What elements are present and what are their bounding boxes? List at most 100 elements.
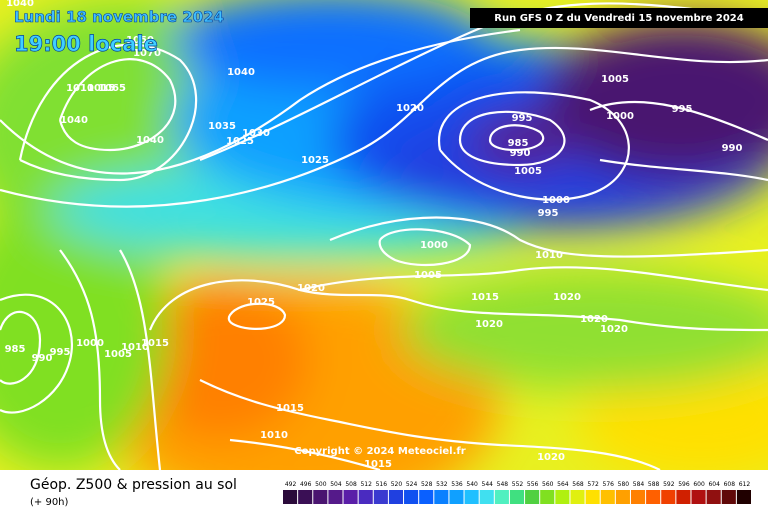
legend-label: 576 [603, 481, 615, 488]
legend-swatch [555, 490, 570, 504]
isobar-label: 1020 [396, 103, 424, 114]
legend-label: 504 [330, 481, 342, 488]
legend-label: 520 [391, 481, 403, 488]
legend-swatch [661, 490, 676, 504]
isobar-label: 1000 [76, 338, 104, 349]
legend-swatch [630, 490, 646, 504]
legend-label: 528 [421, 481, 433, 488]
legend-swatch [283, 490, 298, 504]
legend-swatch [706, 490, 721, 504]
legend-label: 508 [345, 481, 357, 488]
run-box [470, 8, 768, 28]
isobar-label: 1020 [475, 319, 503, 330]
legend-swatch [404, 490, 419, 504]
legend-label: 492 [285, 481, 297, 488]
legend-swatch [434, 490, 449, 504]
legend-swatch [585, 490, 600, 504]
isobar-label: 1040 [227, 67, 255, 78]
legend-label: 580 [618, 481, 630, 488]
isobar-label: 1005 [414, 270, 442, 281]
isobar-label: 1020 [537, 452, 565, 463]
footer-lead: (+ 90h) [30, 497, 69, 508]
legend-swatch [615, 490, 630, 504]
legend-swatch [449, 490, 464, 504]
legend-label: 500 [315, 481, 327, 488]
copyright: Copyright © 2024 Meteociel.fr [294, 446, 465, 457]
legend-label: 600 [693, 481, 705, 488]
legend-label: 612 [739, 481, 751, 488]
legend-label: 560 [542, 481, 554, 488]
legend-swatch [691, 490, 706, 504]
legend-swatch [373, 490, 388, 504]
isobar-label: 1040 [136, 135, 164, 146]
legend-swatch [525, 490, 540, 504]
legend-swatch [509, 490, 525, 504]
legend-label: 516 [376, 481, 388, 488]
isobar-label: 1025 [301, 155, 329, 166]
legend-label: 608 [724, 481, 736, 488]
isobar-label: 990 [510, 148, 531, 159]
legend-swatch [494, 490, 509, 504]
isobar-label: 1000 [606, 111, 634, 122]
isobar-label: 1025 [226, 136, 254, 147]
legend-label: 588 [648, 481, 660, 488]
isobar-label: 1050 [126, 35, 154, 46]
isobar-label: 990 [32, 353, 53, 364]
isobar-label: 995 [512, 113, 533, 124]
forecast-date: Lundi 18 novembre 2024 [14, 8, 224, 26]
legend-label: 556 [527, 481, 539, 488]
isobar-label: 1015 [141, 338, 169, 349]
isobar-label: 1015 [364, 459, 392, 470]
legend-label: 584 [633, 481, 645, 488]
isobar-label: 1005 [601, 74, 629, 85]
isobar-label: 1000 [420, 240, 448, 251]
isobar-label: 1020 [297, 283, 325, 294]
legend-label: 512 [360, 481, 372, 488]
isobar-label: 1025 [247, 297, 275, 308]
legend-label: 592 [663, 481, 675, 488]
legend-label: 572 [587, 481, 599, 488]
isobar-label: 1070 [133, 48, 161, 59]
legend-swatch [313, 490, 328, 504]
isobar-label: 1010 [535, 250, 563, 261]
isobar-label: 995 [538, 208, 559, 219]
legend: 492 496 500 504 508 512 516 520 524 528 532 536 540 5… [283, 481, 751, 504]
legend-swatch [600, 490, 615, 504]
isobar-label: 1005 [104, 349, 132, 360]
legend-label: 596 [678, 481, 690, 488]
run-info: Run GFS 0 Z du Vendredi 15 novembre 2024 [494, 13, 743, 24]
isobar-label: 1030 [242, 128, 270, 139]
footer-title: Géop. Z500 & pression au sol [30, 477, 237, 493]
isobar-label: 990 [722, 143, 743, 154]
legend-swatch [328, 490, 343, 504]
isobar-label: 1040 [60, 115, 88, 126]
isobar-label: 1020 [580, 314, 608, 325]
isobar-label: 1010 [260, 430, 288, 441]
legend-label: 604 [708, 481, 720, 488]
legend-swatch [721, 490, 736, 504]
legend-swatch [298, 490, 313, 504]
isobar-label: 1020 [600, 324, 628, 335]
legend-label: 524 [406, 481, 418, 488]
isobar-label: 1005 [514, 166, 542, 177]
legend-swatch [358, 490, 373, 504]
isobar-label: 1010 [66, 83, 94, 94]
isobar-label: 1015 [87, 83, 115, 94]
legend-label: 544 [482, 481, 494, 488]
isobar-label: 1035 [208, 121, 236, 132]
legend-swatch [464, 490, 479, 504]
legend-swatch [540, 490, 555, 504]
legend-swatch [388, 490, 404, 504]
legend-swatch [676, 490, 691, 504]
legend-swatch [570, 490, 585, 504]
forecast-time: 19:00 locale [14, 32, 158, 56]
legend-label: 564 [557, 481, 569, 488]
legend-swatch [736, 490, 751, 504]
legend-label: 536 [451, 481, 463, 488]
isobar-label: 1015 [276, 403, 304, 414]
legend-label: 532 [436, 481, 448, 488]
isobar-label: 995 [50, 347, 71, 358]
isobar-label: 1040 [6, 0, 34, 9]
